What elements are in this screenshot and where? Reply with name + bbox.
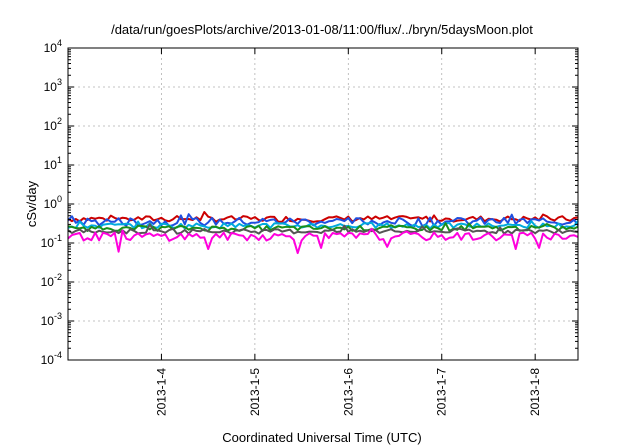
y-tick-label: 102 [44, 116, 62, 133]
series-layer [67, 211, 579, 255]
series-line-5 [67, 227, 579, 255]
x-tick-label: 2013-1-5 [248, 368, 262, 416]
y-tick-label: 104 [44, 38, 62, 55]
y-tick-label: 10-4 [41, 350, 62, 367]
y-tick-label: 10-2 [41, 272, 62, 289]
x-axis: 2013-1-4 2013-1-5 2013-1-6 2013-1-7 2013-1-8 [154, 48, 542, 416]
x-tick-label: 2013-1-6 [341, 368, 355, 416]
series-line-4 [67, 223, 579, 235]
x-tick-label: 2013-1-8 [528, 368, 542, 416]
y-axis-label: cSv/day [24, 180, 39, 227]
x-axis-label: Coordinated Universal Time (UTC) [222, 430, 421, 445]
y-tick-label: 10-1 [41, 233, 62, 250]
x-tick-label: 2013-1-4 [154, 368, 168, 416]
x-tick-label: 2013-1-7 [435, 368, 449, 416]
series-line-1 [67, 213, 579, 228]
y-axis: 104 103 102 101 100 10-1 10-2 10-3 10-4 [41, 38, 578, 367]
y-tick-label: 101 [44, 155, 62, 172]
series-line-3 [67, 222, 579, 232]
y-tick-label: 100 [44, 194, 62, 211]
grid [68, 48, 578, 360]
y-tick-label: 10-3 [41, 311, 62, 328]
y-tick-label: 103 [44, 77, 62, 94]
chart-title: /data/run/goesPlots/archive/2013-01-08/1… [111, 22, 533, 37]
